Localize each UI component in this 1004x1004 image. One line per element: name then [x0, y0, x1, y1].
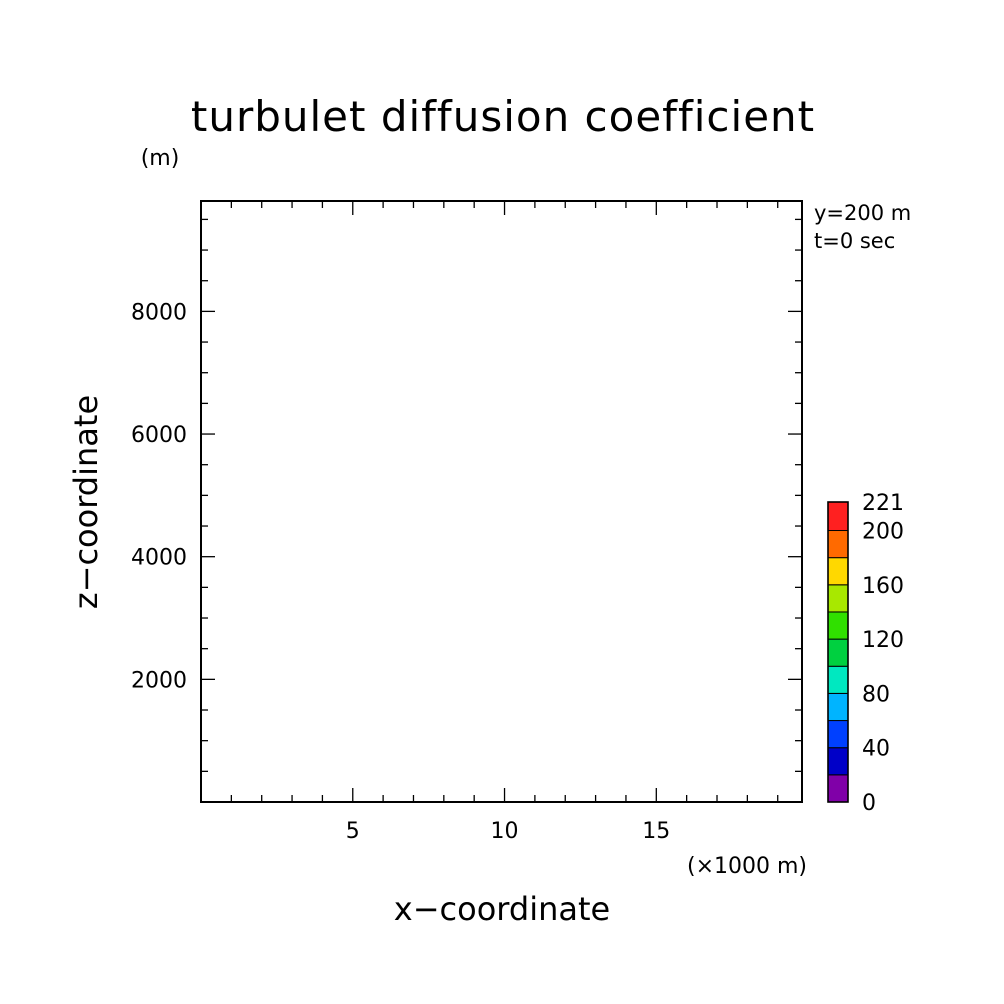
chart-title: turbulet diffusion coefficient: [191, 92, 815, 141]
colorbar-swatch: [827, 665, 849, 694]
x-tick-label: 15: [642, 819, 670, 844]
colorbar-swatch: [827, 720, 849, 749]
colorbar-swatch: [827, 747, 849, 776]
colorbar-tick-label: 40: [862, 737, 890, 762]
annotation-y: y=200 m: [814, 201, 911, 225]
y-axis-label: z−coordinate: [67, 395, 105, 609]
colorbar-swatch: [827, 611, 849, 640]
colorbar-swatch: [827, 557, 849, 586]
y-tick-label: 6000: [131, 423, 187, 448]
colorbar-swatch: [827, 530, 849, 559]
axis-ticks: [201, 201, 802, 802]
colorbar-tick-label: 80: [862, 682, 890, 707]
colorbar-tick-label: 221: [862, 491, 904, 516]
y-tick-label: 4000: [131, 546, 187, 571]
colorbar-swatch: [827, 774, 849, 803]
x-tick-label: 10: [491, 819, 519, 844]
annotation-t: t=0 sec: [814, 229, 895, 253]
y-tick-label: 2000: [131, 668, 187, 693]
plot-area: [200, 200, 803, 803]
y-tick-label: 8000: [131, 300, 187, 325]
colorbar-swatch: [827, 692, 849, 722]
x-unit-label: (×1000 m): [687, 854, 807, 879]
colorbar-labels: 0 40 80 120 160 200 221: [862, 491, 904, 816]
x-axis-label: x−coordinate: [394, 890, 610, 928]
y-tick-labels: 2000 4000 6000 8000: [131, 300, 187, 693]
colorbar-tick-label: 200: [862, 520, 904, 545]
y-unit-label: (m): [141, 146, 180, 171]
colorbar-swatch: [827, 501, 849, 532]
x-tick-label: 5: [346, 819, 360, 844]
colorbar-swatch: [827, 584, 849, 613]
colorbar-tick-label: 0: [862, 791, 876, 816]
colorbar-swatch: [827, 638, 849, 667]
x-tick-labels: 5 10 15: [346, 819, 671, 844]
colorbar: [827, 501, 849, 803]
colorbar-tick-label: 120: [862, 628, 904, 653]
colorbar-frame: [827, 501, 849, 803]
colorbar-tick-label: 160: [862, 574, 904, 599]
